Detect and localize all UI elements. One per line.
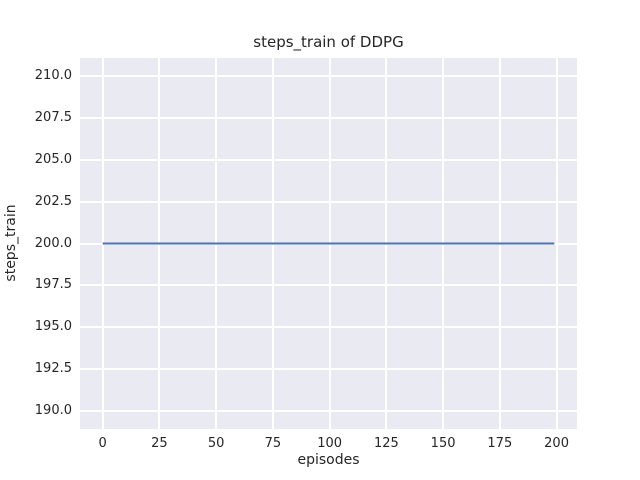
- y-tick-label: 210.0: [34, 68, 72, 84]
- y-tick-label: 207.5: [34, 110, 72, 126]
- y-gridline: [80, 75, 577, 78]
- x-tick-label: 100: [317, 436, 343, 451]
- x-tick-label: 200: [544, 436, 569, 451]
- y-gridline: [80, 284, 577, 287]
- y-tick-label: 202.5: [34, 193, 72, 209]
- y-tick-label: 195.0: [34, 319, 72, 335]
- x-tick-label: 150: [430, 436, 456, 451]
- y-tick-label: 205.0: [34, 151, 72, 167]
- y-tick-label: 200.0: [34, 235, 72, 251]
- y-gridline: [80, 158, 577, 161]
- chart-title: steps_train of DDPG: [253, 33, 404, 51]
- y-tick-label: 192.5: [34, 360, 72, 376]
- y-gridline: [80, 367, 577, 370]
- plot-area: [80, 58, 577, 429]
- y-tick-label: 197.5: [34, 277, 72, 293]
- x-tick-label: 25: [151, 436, 168, 451]
- line-layer: [102, 242, 555, 245]
- y-gridline: [80, 117, 577, 120]
- y-gridline: [80, 326, 577, 329]
- x-tick-label: 0: [98, 436, 107, 451]
- x-tick-label: 75: [264, 436, 282, 451]
- y-gridline: [80, 409, 577, 412]
- x-tick-label: 125: [373, 436, 399, 451]
- x-tick-label: 50: [207, 436, 225, 451]
- x-axis-label: episodes: [297, 452, 360, 468]
- y-tick-label: 190.0: [34, 402, 72, 418]
- x-tick-label: 175: [487, 436, 513, 451]
- y-gridline: [80, 200, 577, 203]
